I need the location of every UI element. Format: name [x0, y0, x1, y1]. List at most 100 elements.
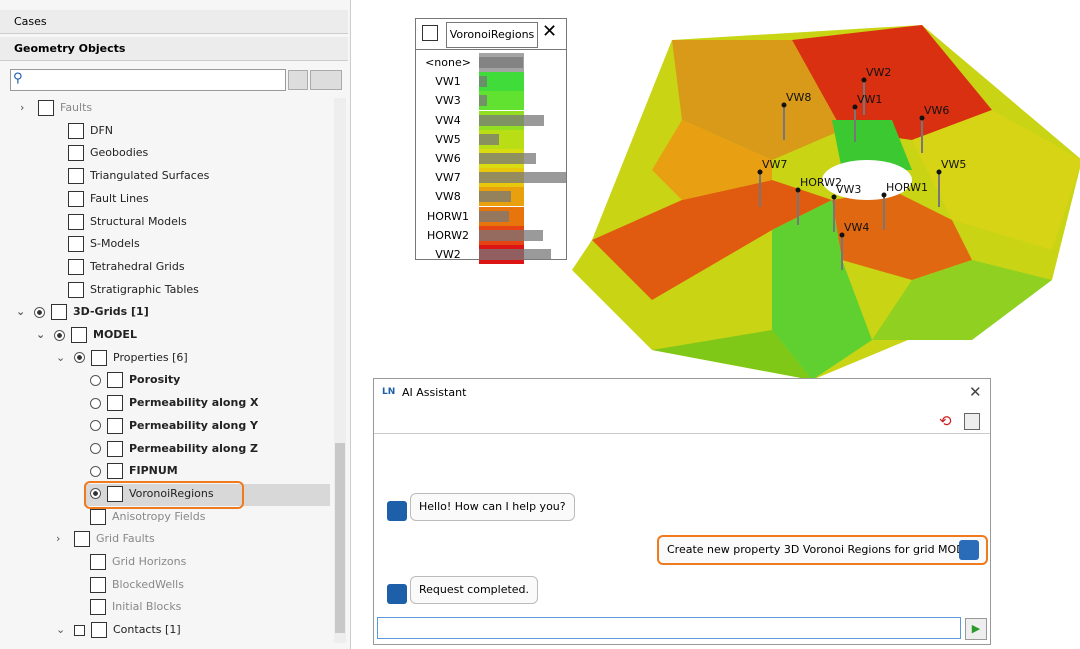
search-box[interactable]	[10, 69, 286, 91]
legend-label: VW6	[435, 152, 461, 165]
well-label: VW3	[836, 183, 861, 196]
well-head	[781, 102, 787, 108]
filter-menu[interactable]	[310, 70, 342, 90]
well-head	[881, 192, 887, 198]
label: Permeability along Z	[129, 441, 258, 455]
label: Porosity	[129, 373, 181, 387]
legend-label: HORW2	[426, 228, 469, 242]
tree-item[interactable]: BlockedWells	[90, 574, 184, 596]
tree-item[interactable]: Tetrahedral Grids	[50, 256, 185, 278]
tree-item[interactable]: DFN	[50, 120, 113, 142]
well-label: VW2	[866, 66, 891, 79]
icon	[68, 281, 84, 298]
tree-item[interactable]: Geobodies	[50, 142, 148, 164]
icon	[107, 395, 123, 412]
label: Contacts [1]	[113, 623, 181, 637]
label: Tetrahedral Grids	[90, 259, 185, 273]
tab[interactable]: Geometry Objects	[0, 37, 348, 61]
well-label: VW6	[924, 104, 949, 117]
window-title: AI Assistant	[402, 386, 467, 399]
expander: ⌄	[36, 328, 46, 341]
icon	[107, 372, 123, 389]
tree-item[interactable]: VoronoiRegions	[90, 483, 214, 505]
filter-button[interactable]	[288, 70, 308, 90]
tab[interactable]: Cases	[0, 10, 348, 34]
close-button[interactable]: ✕	[969, 383, 982, 401]
well-head	[839, 232, 845, 238]
tree-item[interactable]: Permeability along Y	[90, 415, 258, 437]
tree-item[interactable]: ⌄ Contacts [1]	[56, 619, 181, 641]
tree-item[interactable]: FIPNUM	[90, 460, 178, 482]
legend-swatch	[479, 72, 524, 92]
checkbox	[74, 624, 85, 636]
search-icon[interactable]: ⚲	[13, 71, 23, 86]
well-head	[861, 77, 867, 83]
tree-item[interactable]: Fault Lines	[50, 188, 149, 210]
well-label: VW5	[941, 158, 966, 171]
label: Anisotropy Fields	[112, 509, 206, 523]
expander: ›	[56, 532, 61, 546]
legend-label: <none>	[425, 56, 471, 69]
icon	[68, 236, 84, 253]
scrollbar[interactable]	[334, 98, 346, 643]
label: BlockedWells	[112, 577, 184, 591]
tree-item[interactable]: Triangulated Surfaces	[50, 165, 209, 187]
history-button[interactable]	[964, 413, 980, 430]
legend-title: VoronoiRegions	[446, 22, 538, 48]
well-head	[795, 187, 801, 193]
send-button[interactable]: ▶	[965, 618, 987, 640]
tree-item[interactable]: S-Models	[50, 233, 140, 255]
bot-message: Hello! How can I help you?	[410, 493, 575, 521]
icon	[90, 599, 106, 616]
radio	[90, 443, 101, 454]
well-head	[936, 169, 942, 175]
tree-item[interactable]: Permeability along X	[90, 392, 259, 414]
tree-item[interactable]: ⌄ Properties [6]	[56, 347, 188, 369]
tree-item[interactable]: Porosity	[90, 369, 180, 391]
legend-header	[416, 19, 566, 50]
tree-item[interactable]: Initial Blocks	[90, 596, 181, 618]
tree-item[interactable]: › Grid Faults	[56, 528, 155, 550]
tree-item[interactable]: ⌄ MODEL	[36, 324, 137, 346]
highlight	[84, 481, 244, 509]
tree-item[interactable]: Anisotropy Fields	[90, 506, 205, 528]
icon	[107, 440, 123, 457]
close-button[interactable]: ✕	[542, 21, 558, 42]
tree-item[interactable]: Stratigraphic Tables	[50, 279, 199, 301]
reset-button[interactable]: ⟲	[939, 412, 952, 430]
well-label: HORW2	[800, 176, 842, 189]
tree-item[interactable]: Permeability along Z	[90, 438, 258, 460]
legend-bar	[479, 114, 544, 126]
tree-item[interactable]: › Faults	[20, 97, 92, 119]
radio	[54, 329, 65, 341]
icon	[107, 463, 123, 480]
icon	[422, 25, 438, 41]
icon	[74, 531, 90, 548]
tree-item[interactable]: Structural Models	[50, 211, 187, 233]
label: Triangulated Surfaces	[90, 169, 210, 183]
label: Fault Lines	[90, 191, 149, 205]
icon	[90, 576, 106, 593]
label: Geobodies	[90, 146, 149, 160]
label: Structural Models	[90, 214, 187, 228]
legend-bar	[479, 249, 551, 260]
legend-swatch	[479, 91, 524, 111]
radio	[74, 352, 85, 364]
left-panel: Cases Geometry Objects ⚲ › Faults DFN Geobo…	[0, 0, 351, 649]
icon	[68, 213, 84, 230]
icon	[68, 190, 84, 207]
label: Permeability along Y	[129, 418, 258, 432]
input-box[interactable]	[377, 617, 961, 639]
legend-label: VW5	[435, 132, 461, 146]
tree-item[interactable]: Grid Horizons	[90, 551, 186, 573]
icon	[91, 622, 107, 639]
legend-label: VW4	[435, 113, 461, 127]
assistant-window: LN AI Assistant ✕ ⟲ Hello! How can I hel…	[373, 378, 991, 645]
tree-item[interactable]: ⌄ 3D-Grids [1]	[16, 301, 149, 323]
radio	[90, 488, 101, 500]
icon	[107, 485, 123, 502]
label: 3D-Grids [1]	[73, 305, 149, 319]
label: Grid Faults	[96, 532, 155, 546]
icon	[68, 122, 84, 139]
